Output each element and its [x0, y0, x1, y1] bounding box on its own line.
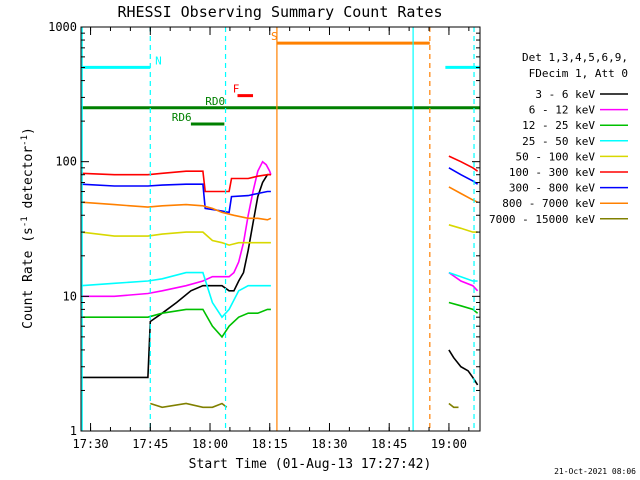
y-tick-label-1: 10	[63, 289, 77, 303]
axes-group: 1 10 100 1000 17:30 17:45 18:00 18:15 18:30 18:45…	[48, 20, 481, 451]
series-4-segment-0	[80, 231, 271, 246]
legend-item-label-0: 3 - 6 keV	[535, 88, 595, 101]
y-axis-label-end: )	[21, 127, 36, 135]
series-1-segment-0	[81, 160, 272, 298]
flag-N-label: N	[155, 54, 162, 67]
y-tick-label-2: 100	[55, 155, 77, 169]
series-2-segment-0	[81, 308, 271, 339]
generation-timestamp: 21-Oct-2021 08:06	[554, 467, 636, 476]
legend-header-line-2: FDecim 1, Att 0	[529, 67, 628, 80]
x-tick-label-1: 17:45	[132, 437, 168, 451]
x-tick-label-4: 18:30	[311, 437, 347, 451]
legend-item-label-8: 7000 - 15000 keV	[489, 213, 595, 226]
legend-header-line-1: Det 1,3,4,5,6,9,	[522, 51, 628, 64]
x-axis-label: Start Time (01-Aug-13 17:27:42)	[189, 457, 432, 472]
x-tick-label-3: 18:15	[252, 437, 288, 451]
series-5-segment-0	[80, 170, 271, 193]
series-6-segment-0	[80, 183, 271, 214]
data-series-group	[80, 155, 479, 409]
x-tick-label-2: 18:00	[192, 437, 228, 451]
plot-frame	[80, 26, 481, 432]
legend-item-label-5: 100 - 300 keV	[509, 166, 595, 179]
flag-bars-group: N S F RD0 RD6	[81, 30, 480, 126]
series-0-segment-1	[448, 349, 479, 386]
legend-item-label-1: 6 - 12 keV	[529, 104, 596, 117]
legend: Det 1,3,4,5,6,9, FDecim 1, Att 0 3 - 6 k…	[489, 51, 628, 226]
y-axis-label-sup1: -1	[20, 216, 30, 227]
y-axis-label-sup2: -1	[20, 135, 30, 146]
series-4-segment-1	[448, 224, 478, 233]
legend-item-label-6: 300 - 800 keV	[509, 182, 595, 195]
y-tick-label-3: 1000	[48, 20, 77, 34]
legend-item-label-4: 50 - 100 keV	[516, 150, 596, 163]
series-7-segment-0	[80, 201, 272, 221]
legend-item-label-3: 25 - 50 keV	[522, 135, 595, 148]
series-6-segment-1	[448, 167, 479, 185]
flag-RD0-label: RD0	[205, 95, 225, 108]
flag-RD6-label: RD6	[172, 111, 192, 124]
y-axis-label: Count Rate (s-1 detector-1)	[20, 127, 36, 329]
flag-S-label: S	[271, 30, 278, 43]
series-3-segment-1	[448, 271, 478, 282]
series-2-segment-1	[448, 301, 479, 314]
x-tick-label-5: 18:45	[371, 437, 407, 451]
series-1-segment-1	[448, 271, 479, 292]
y-axis-label-mid: detector	[21, 146, 36, 217]
legend-item-label-7: 800 - 7000 keV	[502, 197, 595, 210]
chart-title: RHESSI Observing Summary Count Rates	[117, 3, 442, 21]
series-5-segment-1	[448, 155, 479, 172]
x-tick-label-0: 17:30	[72, 437, 108, 451]
interval-markers-group	[81, 27, 475, 431]
legend-item-label-2: 12 - 25 keV	[522, 119, 595, 132]
y-axis-label-main: Count Rate (s	[21, 227, 36, 329]
series-8-segment-0	[150, 402, 228, 409]
x-tick-label-6: 19:00	[431, 437, 467, 451]
series-7-segment-1	[448, 186, 478, 203]
y-tick-label-0: 1	[70, 424, 77, 438]
flag-F-label: F	[233, 83, 240, 96]
series-8-segment-1	[448, 402, 459, 409]
